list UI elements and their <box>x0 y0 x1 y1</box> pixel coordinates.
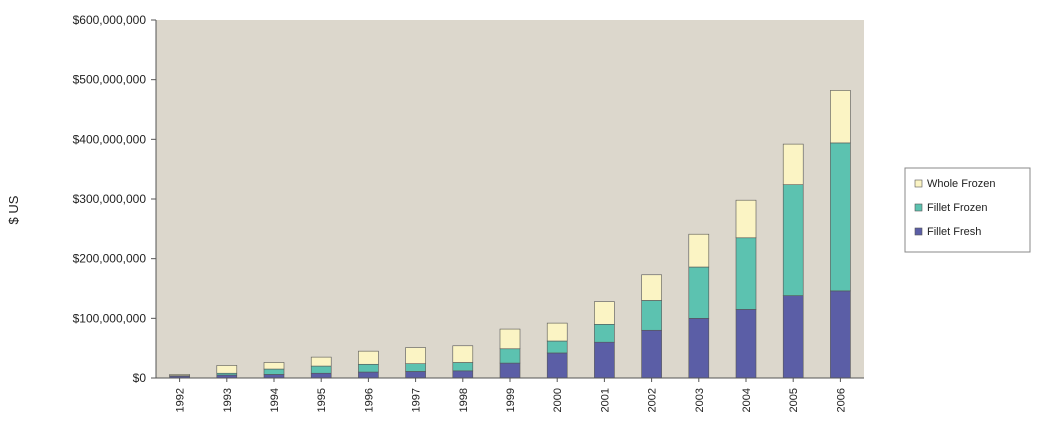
bar-segment-fillet-frozen <box>782 184 804 296</box>
bar-segment-whole-frozen <box>830 90 851 144</box>
bar-segment-whole-frozen <box>452 345 474 363</box>
bar-segment-fillet-frozen <box>735 237 757 310</box>
bar-segment-fillet-frozen <box>310 365 332 374</box>
x-tick-label: 2001 <box>599 388 611 412</box>
bar-segment-whole-frozen <box>358 350 379 365</box>
bar-segment-whole-frozen <box>782 143 804 185</box>
bar-segment-fillet-fresh <box>688 318 710 379</box>
bar-segment-fillet-frozen <box>688 266 710 319</box>
bar-segment-fillet-frozen <box>499 348 521 364</box>
bar-segment-whole-frozen <box>688 233 710 268</box>
bar-segment-fillet-frozen <box>263 368 285 375</box>
x-tick-label: 2006 <box>835 388 847 412</box>
x-tick-label: 1996 <box>363 388 375 412</box>
x-tick-label: 1994 <box>269 388 281 412</box>
x-tick-label: 1992 <box>175 388 187 412</box>
bar-segment-fillet-frozen <box>546 340 568 354</box>
bar-segment-fillet-fresh <box>358 371 379 379</box>
x-tick-label: 2002 <box>647 388 659 412</box>
x-tick-label: 1998 <box>458 388 470 412</box>
y-tick-label: $500,000,000 <box>73 73 147 87</box>
bar-segment-whole-frozen <box>594 301 615 325</box>
legend-swatch <box>914 179 923 188</box>
x-tick-label: 1999 <box>505 388 517 412</box>
x-tick-label: 1997 <box>411 388 423 412</box>
bar-segment-fillet-fresh <box>263 374 285 379</box>
y-tick-label: $300,000,000 <box>73 192 147 206</box>
legend-swatch <box>914 227 923 236</box>
legend: Whole Frozen Fillet Frozen Fillet Fresh <box>904 167 1031 253</box>
bar-segment-fillet-frozen <box>358 363 379 373</box>
legend-label: Fillet Fresh <box>927 226 981 238</box>
bar-segment-fillet-frozen <box>452 362 474 372</box>
bar-segment-fillet-fresh <box>310 372 332 379</box>
bar-segment-fillet-fresh <box>782 295 804 379</box>
bar-segment-fillet-fresh <box>641 329 662 379</box>
bars-group <box>169 90 851 379</box>
bar-segment-fillet-fresh <box>452 370 474 379</box>
legend-swatch <box>914 203 923 212</box>
y-axis-ticks: $0 $100,000,000 $200,000,000 $300,000,000 $4… <box>73 13 156 385</box>
bar-segment-fillet-fresh <box>499 362 521 379</box>
y-tick-label: $0 <box>133 371 147 385</box>
bar-segment-whole-frozen <box>735 199 757 239</box>
bar-segment-fillet-fresh <box>830 290 851 379</box>
bar-segment-fillet-fresh <box>405 371 426 379</box>
bar-segment-fillet-frozen <box>405 363 426 372</box>
legend-label: Whole Frozen <box>927 178 995 190</box>
bar-segment-fillet-frozen <box>830 142 851 292</box>
bar-segment-whole-frozen <box>263 362 285 370</box>
legend-box <box>904 167 1031 253</box>
legend-label: Fillet Frozen <box>927 202 988 214</box>
bar-segment-fillet-fresh <box>735 309 757 379</box>
x-axis-ticks: 1992 1993 1994 1995 1996 1997 1998 1999 2000 2001… <box>175 378 847 412</box>
plot-area <box>156 20 864 378</box>
bar-segment-whole-frozen <box>405 347 426 364</box>
bar-segment-whole-frozen <box>499 328 521 350</box>
bar-segment-whole-frozen <box>216 365 238 374</box>
y-tick-label: $200,000,000 <box>73 252 147 266</box>
bar-segment-whole-frozen <box>641 274 662 301</box>
bar-segment-whole-frozen <box>546 322 568 342</box>
bar-segment-fillet-fresh <box>546 352 568 379</box>
bar-segment-fillet-frozen <box>641 300 662 331</box>
y-tick-label: $400,000,000 <box>73 132 147 146</box>
bar-segment-whole-frozen <box>310 356 332 367</box>
x-tick-label: 2005 <box>788 388 800 412</box>
x-tick-label: 2000 <box>552 388 564 412</box>
y-tick-label: $600,000,000 <box>73 13 147 27</box>
y-tick-label: $100,000,000 <box>73 311 147 325</box>
bar-segment-fillet-frozen <box>594 323 615 343</box>
x-tick-label: 1993 <box>222 388 234 412</box>
x-tick-label: 2004 <box>741 388 753 412</box>
bar-segment-fillet-fresh <box>594 341 615 379</box>
y-axis-label: $ US <box>6 195 21 224</box>
x-tick-label: 1995 <box>316 388 328 412</box>
bar-segment-whole-frozen <box>169 374 190 376</box>
x-tick-label: 2003 <box>694 388 706 412</box>
